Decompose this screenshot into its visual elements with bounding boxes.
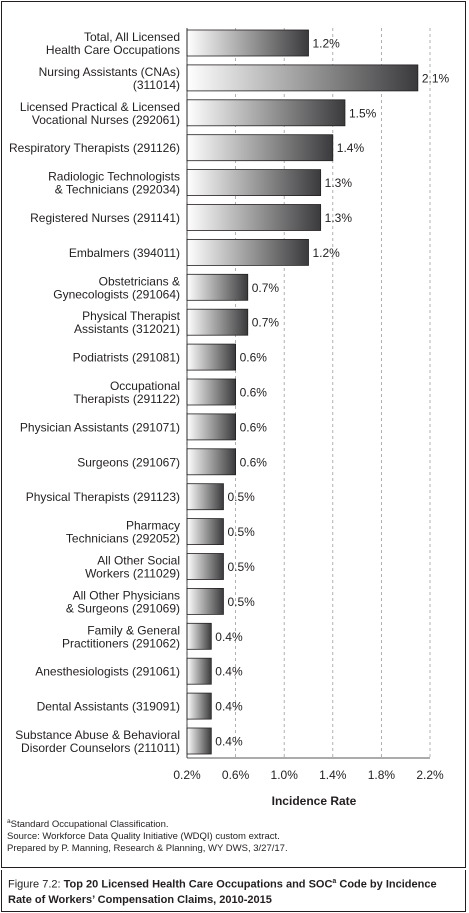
category-label-5: Registered Nurses (291141) (30, 211, 180, 225)
bar-7 (186, 273, 249, 301)
bar-10 (186, 378, 236, 406)
x-axis-title: Incidence Rate (272, 794, 357, 808)
value-label-7: 0.7% (252, 281, 280, 295)
caption-label: Figure 7.2: (8, 878, 61, 891)
value-label-6: 1.2% (313, 246, 341, 260)
bar-0 (186, 29, 309, 57)
value-label-8: 0.7% (252, 316, 280, 330)
category-labels: Total, All Licensed Health Care Occupatio… (9, 30, 181, 755)
value-label-17: 0.4% (215, 630, 243, 644)
bar-13 (186, 483, 224, 511)
bar-20 (186, 727, 212, 755)
category-label-12: Surgeons (291067) (77, 455, 180, 469)
value-label-18: 0.4% (215, 665, 243, 679)
category-label-16: All Other Physicians & Surgeons (291069) (66, 588, 180, 615)
value-label-12: 0.6% (240, 455, 268, 469)
value-label-13: 0.5% (227, 490, 255, 504)
value-label-11: 0.6% (240, 420, 268, 434)
x-axis: 0.2% 0.6% 1.0% 1.4% 1.8% 2.2% Incidence Rate (173, 28, 444, 808)
chart-frame (1, 1, 466, 868)
bar-16 (186, 588, 224, 615)
bar-2 (186, 99, 346, 127)
category-label-20: Substance Abuse & Behavioral Disorder Cou… (15, 728, 180, 755)
x-tick-label-4: 1.8% (368, 768, 396, 782)
caption-box: Figure 7.2: Top 20 Licensed Health Care … (1, 870, 466, 912)
prepared-note: Prepared by P. Manning, Research & Plann… (7, 843, 288, 855)
category-label-4: Radiologic Technologists & Technicians (2… (48, 170, 180, 197)
category-label-7: Obstetricians & Gynecologists (291064) (53, 274, 180, 301)
category-label-10: Occupational Therapists (291122) (74, 379, 181, 406)
caption-title-part2: Code by Incidence Rate of Workers’ Compe… (8, 878, 437, 906)
category-label-8: Physical Therapist Assistants (312021) (74, 309, 181, 336)
value-label-0: 1.2% (313, 37, 341, 51)
category-label-0: Total, All Licensed Health Care Occupatio… (46, 30, 180, 57)
category-label-9: Podiatrists (291081) (73, 351, 180, 365)
soc-footnote: aStandard Occupational Classification. (7, 818, 169, 831)
category-label-19: Dental Assistants (319091) (37, 700, 180, 714)
figure-caption: Figure 7.2: Top 20 Licensed Health Care … (8, 874, 463, 908)
bar-17 (186, 622, 212, 650)
category-label-14: Pharmacy Technicians (292052) (66, 519, 180, 546)
bar-12 (186, 448, 236, 476)
bar-9 (186, 343, 236, 371)
category-label-3: Respiratory Therapists (291126) (9, 141, 180, 155)
x-tick-label-0: 0.2% (173, 768, 201, 782)
category-label-1: Nursing Assistants (CNAs) (311014) (39, 65, 180, 92)
bar-8 (186, 308, 249, 336)
bar-18 (186, 657, 212, 685)
x-tick-label-3: 1.4% (319, 768, 347, 782)
category-label-13: Physical Therapists (291123) (26, 490, 180, 504)
category-label-17: Family & General Practitioners (291062) (62, 623, 180, 650)
source-note: Source: Workforce Data Quality Initiativ… (7, 831, 280, 843)
category-label-15: All Other Social Workers (211029) (85, 554, 180, 581)
value-label-14: 0.5% (227, 525, 255, 539)
footnotes: aStandard Occupational Classification. S… (7, 816, 288, 855)
category-label-2: Licensed Practical & Licensed Vocational … (20, 100, 180, 127)
value-label-1: 2.1% (422, 71, 450, 85)
value-label-16: 0.5% (227, 595, 255, 609)
bar-5 (186, 204, 322, 231)
value-label-15: 0.5% (227, 560, 255, 574)
bar-19 (186, 692, 212, 720)
value-label-20: 0.4% (215, 735, 243, 749)
value-label-10: 0.6% (240, 386, 268, 400)
bar-4 (186, 169, 322, 197)
bar-6 (186, 238, 309, 266)
x-tick-label-2: 1.0% (271, 768, 299, 782)
bar-11 (186, 413, 236, 441)
value-label-4: 1.3% (325, 176, 353, 190)
category-label-6: Embalmers (394011) (69, 246, 180, 260)
bar-14 (186, 518, 224, 545)
value-labels: 1.2% 2.1% 1.5% 1.4% 1.3% 1.3% 1.2% 0.7% 0.7% 0.6%… (215, 37, 449, 749)
bar-3 (186, 134, 334, 162)
x-tick-label-1: 0.6% (222, 768, 250, 782)
value-label-9: 0.6% (240, 351, 268, 365)
bar-1 (186, 64, 419, 92)
value-label-19: 0.4% (215, 700, 243, 714)
x-tick-label-5: 2.2% (416, 768, 444, 782)
value-label-3: 1.4% (337, 141, 365, 155)
bar-15 (186, 553, 224, 580)
caption-title-part1: Top 20 Licensed Health Care Occupations … (63, 878, 333, 891)
value-label-2: 1.5% (349, 106, 377, 120)
category-label-18: Anesthesiologists (291061) (35, 665, 180, 679)
bars (186, 29, 419, 755)
caption-marker: a (332, 878, 337, 885)
value-label-5: 1.3% (325, 211, 353, 225)
category-label-11: Physician Assistants (291071) (20, 420, 180, 434)
